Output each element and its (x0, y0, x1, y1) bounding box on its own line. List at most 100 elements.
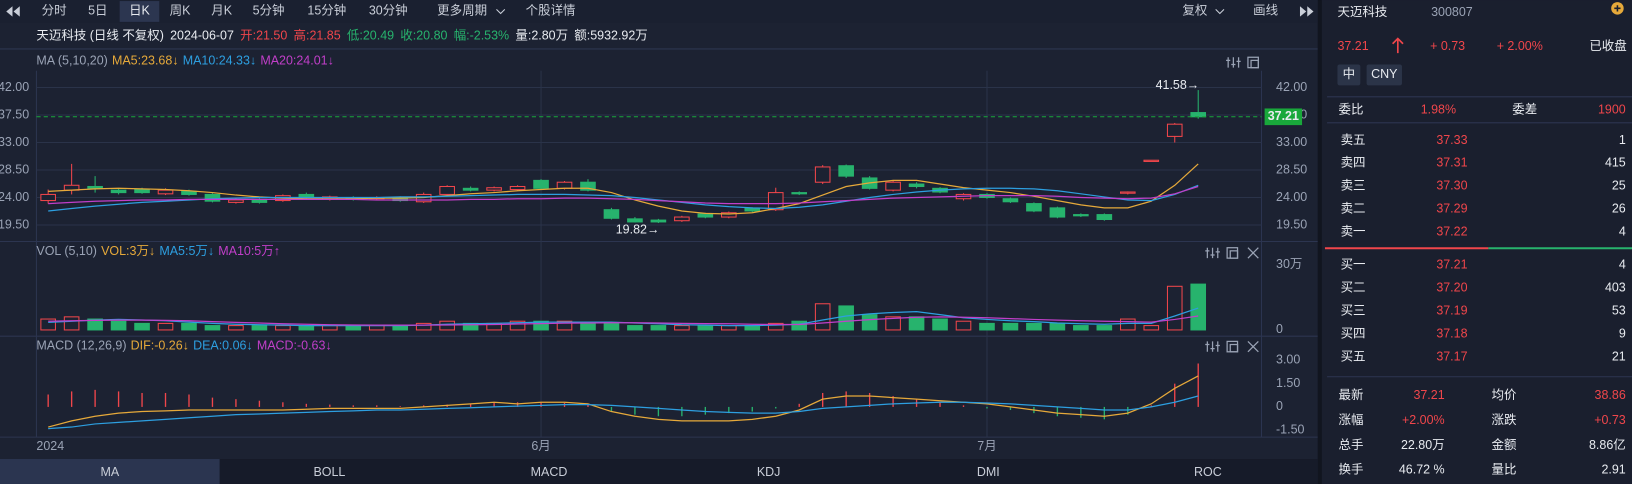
volume-bar (838, 305, 854, 331)
last-price-label: 37.21 (1268, 109, 1299, 123)
period-button[interactable]: 15分钟 (307, 3, 346, 18)
indicator-tab[interactable]: MA (100, 465, 119, 479)
info-close: 收:20.80 (400, 29, 447, 43)
period-button[interactable]: 5日 (88, 4, 107, 18)
volume-bar (1096, 325, 1113, 331)
indicator-tab[interactable]: DMI (977, 465, 1000, 479)
commission-diff: 1900 (1598, 103, 1626, 117)
candle-body (1049, 207, 1066, 218)
legend-entry: DIF:-0.26↓ (131, 339, 189, 353)
x-tick-label: 7月 (977, 439, 996, 453)
tool-button[interactable]: 画线 (1253, 4, 1278, 18)
candle-body (1190, 112, 1207, 118)
indicator-tab[interactable]: ROC (1194, 465, 1222, 479)
volume-bar (181, 322, 197, 331)
y-tick-label-left: 37.50 (0, 107, 29, 121)
book-label: 买一 (1341, 258, 1366, 272)
volume-bar (1073, 325, 1089, 331)
stat-label: 总手 (1338, 438, 1363, 452)
volume-bar (979, 322, 995, 331)
stat-value: +0.73 (1594, 413, 1626, 427)
book-volume: 415 (1605, 156, 1626, 170)
candle-body (1073, 214, 1089, 217)
stat-value: 46.72 % (1399, 463, 1445, 477)
book-volume: 4 (1619, 224, 1626, 238)
stat-value: +2.00% (1402, 413, 1445, 427)
volume-bar (134, 322, 150, 331)
volume-bar (720, 325, 737, 331)
period-button[interactable]: 30分钟 (369, 3, 408, 18)
period-button[interactable]: 更多周期 (437, 4, 487, 18)
book-label: 卖四 (1341, 156, 1366, 170)
indicator-line (48, 315, 1199, 326)
candle-body (556, 181, 573, 189)
info-high: 高:21.85 (294, 28, 341, 43)
indicator-line (48, 185, 1199, 205)
volume-bar (1143, 325, 1160, 331)
candle-body (603, 209, 620, 219)
quote-button[interactable]: CNY (1371, 67, 1398, 81)
legend-title: VOL (5,10) (36, 244, 97, 258)
next-icon[interactable] (1299, 6, 1314, 17)
prev-icon[interactable] (6, 6, 20, 17)
book-volume: 9 (1619, 326, 1626, 340)
quote-button[interactable]: 中 (1343, 66, 1355, 81)
period-button[interactable]: 周K (170, 4, 191, 18)
book-price: 37.22 (1436, 224, 1467, 238)
book-volume: 1 (1619, 133, 1626, 147)
stat-label: 金额 (1491, 437, 1516, 452)
volume-bar (368, 325, 385, 331)
candle-body (87, 185, 103, 189)
candle-body (509, 185, 526, 191)
stat-value: 37.21 (1413, 388, 1444, 402)
quote-button-bg[interactable] (1337, 64, 1361, 86)
volume-bar (157, 322, 174, 331)
candle-body (674, 216, 690, 222)
book-volume: 403 (1605, 281, 1626, 295)
book-price: 37.33 (1436, 133, 1467, 147)
legend-title: MA (5,10,20) (36, 54, 107, 68)
info-date: 2024-06-07 (170, 29, 234, 43)
stat-label: 换手 (1338, 463, 1363, 477)
volume-bar (1119, 318, 1136, 331)
volume-bar (63, 316, 80, 331)
candle-body (1002, 198, 1019, 203)
book-label: 买二 (1341, 281, 1366, 295)
quote-button-bg[interactable] (1366, 64, 1402, 86)
chevron-icon (496, 9, 1225, 15)
candle-body (744, 207, 761, 212)
indicator-tab[interactable]: KDJ (757, 465, 781, 479)
candle-body (181, 190, 197, 195)
legend: MA (5,10,20) MA5:23.68↓ MA10:24.33↓ MA20:24… (36, 54, 333, 68)
candle-body (1096, 214, 1113, 221)
period-button[interactable]: 个股详情 (526, 3, 576, 18)
candle-body (720, 212, 737, 218)
period-button[interactable]: 日K (129, 4, 150, 18)
indicator-tab[interactable]: MACD (531, 465, 568, 479)
candle-body (1026, 203, 1042, 212)
volume-bar (298, 325, 315, 331)
indicator-tab[interactable]: BOLL (313, 465, 345, 479)
candle-body (627, 218, 643, 223)
candle-body (462, 187, 479, 191)
quote-separators (1327, 96, 1632, 378)
legend-title: MACD (12,26,9) (36, 339, 126, 353)
stat-value: 22.80万 (1401, 438, 1445, 452)
period-button[interactable]: 月K (211, 4, 232, 18)
book-label: 卖二 (1341, 202, 1366, 216)
volume-bar (1166, 285, 1183, 331)
book-price: 37.29 (1436, 202, 1467, 216)
period-button[interactable]: 5分钟 (253, 3, 285, 18)
y-tick-label: 1.50 (1276, 376, 1300, 390)
min-annotation: 19.82→ (616, 223, 660, 237)
book-price: 37.17 (1436, 349, 1467, 363)
volume-bar (87, 318, 103, 331)
legend: MACD (12,26,9) DIF:-0.26↓ DEA:0.06↓ MACD:-0… (36, 339, 331, 353)
active-tab (0, 459, 220, 484)
volume-bar (1049, 322, 1066, 331)
period-button[interactable]: 分时 (42, 4, 67, 18)
y-tick-label-left: 19.50 (0, 217, 29, 231)
toolbar (0, 0, 1318, 23)
tool-button[interactable]: 复权 (1182, 3, 1207, 18)
